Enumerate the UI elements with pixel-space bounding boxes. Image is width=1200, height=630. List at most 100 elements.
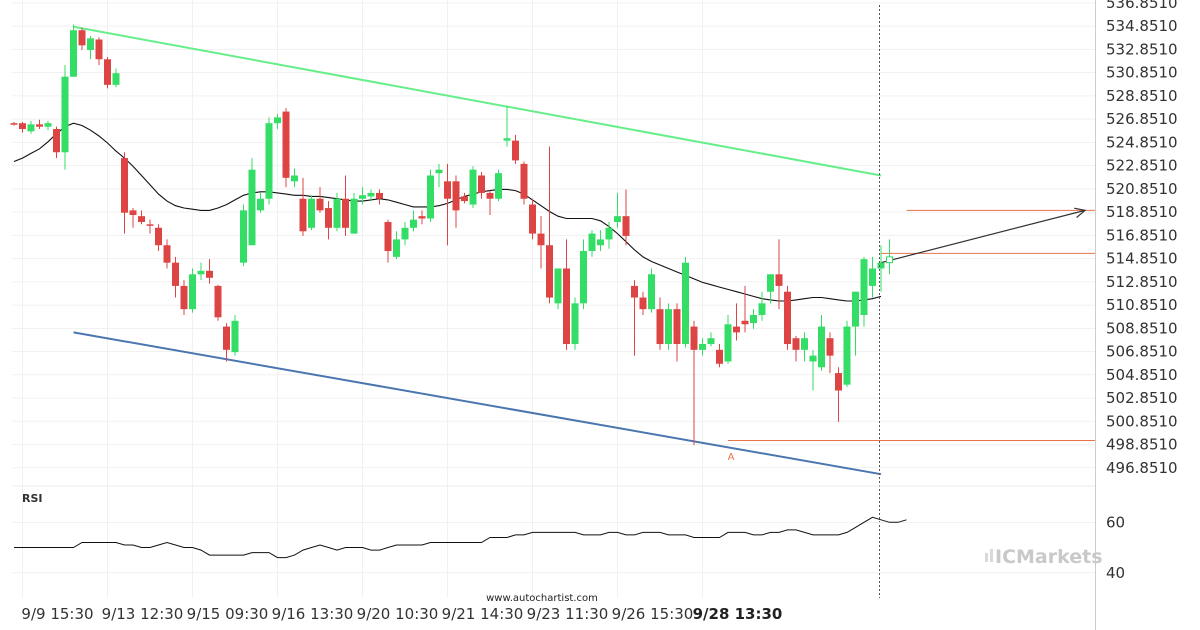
candle-body [163, 245, 171, 263]
candle-body [53, 129, 60, 153]
candle-body [886, 256, 893, 264]
candle [435, 163, 443, 188]
candle-body [248, 169, 256, 246]
candle-body [308, 198, 315, 228]
candle [775, 239, 783, 310]
candle-body [716, 349, 723, 364]
candle [741, 285, 749, 333]
candle-body [410, 219, 417, 228]
brand-logo: ICMarkets [985, 546, 1103, 568]
y-tick-label: 512.8510 [1106, 273, 1178, 291]
candle-body [495, 173, 502, 199]
candle [410, 210, 417, 232]
candle-body [435, 169, 443, 174]
candle [486, 190, 494, 216]
candle [384, 219, 392, 263]
x-tick-label: 9/21 14:30 [442, 605, 524, 623]
candle [656, 297, 664, 350]
candle [180, 280, 188, 315]
y-axis-ticks: 536.8510 534.8510 532.8510 530.8510 528.8510… [1106, 0, 1178, 477]
candle-body [767, 274, 774, 292]
trend-lines-layer: A [73, 25, 1095, 476]
projection-arrow-head [1074, 207, 1087, 218]
x-tick-label: 9/28 13:30 [693, 605, 783, 623]
candle-body [27, 124, 35, 132]
candle-body [818, 326, 825, 368]
brand-logo-text: ICMarkets [995, 546, 1103, 568]
candle [274, 113, 281, 130]
candle [860, 256, 868, 327]
x-axis-ticks: 9/9 15:30 9/13 12:30 9/15 09:30 9/16 13:30 9… [21, 605, 782, 623]
candle-body [240, 210, 247, 263]
candle [673, 303, 681, 362]
x-tick-label: 9/20 10:30 [357, 605, 439, 623]
candle [614, 192, 621, 228]
candle [61, 65, 69, 170]
candle-body [707, 338, 715, 345]
candle [835, 367, 842, 422]
candle-body [758, 303, 766, 315]
candle [214, 284, 222, 321]
y-tick-label: 518.8510 [1106, 203, 1178, 221]
candle [554, 268, 562, 310]
candle-body [10, 123, 18, 125]
candle-body [741, 320, 749, 325]
candle [163, 239, 171, 269]
candle [189, 268, 196, 313]
candle [648, 268, 655, 313]
candle-body [529, 204, 536, 234]
candle-body [622, 216, 630, 236]
candle [265, 117, 273, 205]
x-tick-label: 9/13 12:30 [102, 605, 184, 623]
candle-body [104, 59, 111, 85]
candle [512, 134, 519, 164]
candle-body [112, 73, 120, 85]
candle [27, 120, 35, 134]
candle [53, 126, 60, 159]
rsi-tick-label: 60 [1106, 513, 1125, 531]
candle [95, 37, 103, 66]
candle-body [223, 326, 230, 350]
candle-body [784, 291, 791, 345]
candle [529, 198, 536, 240]
candle [580, 239, 587, 310]
candle-body [852, 291, 859, 327]
candle [563, 239, 570, 350]
rsi-panel: 60 40 [12, 485, 1125, 582]
candle-body [614, 216, 621, 222]
y-tick-label: 510.8510 [1106, 296, 1178, 314]
candle-body [444, 181, 451, 199]
candle-body [699, 344, 706, 350]
candle [155, 224, 162, 252]
candle [138, 210, 145, 225]
candle [376, 189, 383, 205]
candle [129, 208, 137, 228]
y-tick-label: 532.8510 [1106, 40, 1178, 58]
candle [503, 105, 511, 147]
candle [826, 332, 834, 374]
candle [359, 187, 366, 205]
candle [240, 204, 247, 267]
candle-body [639, 297, 647, 310]
candle-body [869, 268, 876, 286]
candle [631, 280, 638, 356]
candle [172, 256, 179, 298]
candle [809, 349, 817, 391]
candle-body [78, 30, 86, 46]
candle-body [70, 30, 77, 77]
candle [393, 231, 400, 260]
x-tick-label: 9/16 13:30 [272, 605, 354, 623]
logo-bar-icon [985, 553, 988, 562]
candle-body [384, 221, 392, 252]
candle-body [597, 239, 604, 246]
candle [367, 189, 375, 202]
candle-body [520, 163, 528, 199]
candle-body [36, 124, 43, 127]
candle-body [87, 38, 94, 50]
candle-body [588, 233, 596, 252]
candle [444, 163, 451, 246]
y-tick-label: 534.8510 [1106, 17, 1178, 35]
candle-body [724, 324, 732, 362]
candle [469, 166, 477, 209]
